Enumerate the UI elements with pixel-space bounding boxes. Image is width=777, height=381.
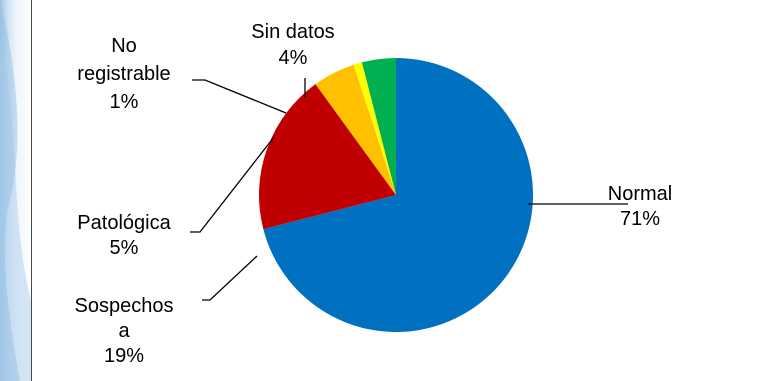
slice-label-percent: 71%	[620, 208, 660, 230]
slice-label-name: Patológica	[77, 212, 171, 234]
pie-slices	[259, 58, 534, 333]
pie-slice-sospechosa	[259, 84, 396, 230]
slice-label: Normal 71%	[608, 183, 672, 230]
pie-slice-patol-gica	[315, 64, 396, 195]
slice-label-name: Sin datos	[251, 21, 334, 43]
slice-label-percent: 5%	[110, 237, 139, 259]
leader-line	[190, 136, 275, 233]
leader-lines	[190, 78, 628, 301]
slice-label-percent: 1%	[110, 91, 139, 113]
pie-slice-normal	[263, 58, 534, 333]
slice-labels: Normal 71% Sospechos a 19% Patológica 5% No regi…	[75, 21, 673, 367]
leader-line	[202, 255, 258, 301]
decorative-swoosh	[0, 0, 31, 381]
slice-label-name: No	[111, 35, 137, 57]
pie-slice-sin-datos	[361, 58, 396, 195]
slice-label: Patológica 5%	[77, 212, 171, 259]
slice-label-percent: 19%	[104, 345, 144, 367]
slice-label: Sin datos 4%	[251, 21, 334, 69]
slice-label-percent: 4%	[279, 47, 308, 69]
slice-label: Sospechos a 19%	[75, 295, 174, 367]
leader-line	[192, 79, 287, 114]
slice-label-name: a	[118, 320, 130, 342]
slice-label: No registrable 1%	[77, 35, 170, 113]
pie-slice-no-registrable	[353, 62, 396, 195]
slice-label-name: registrable	[77, 63, 170, 85]
decorative-side-background	[0, 0, 31, 381]
slice-label-name: Normal	[608, 183, 672, 205]
slice-label-name: Sospechos	[75, 295, 174, 317]
